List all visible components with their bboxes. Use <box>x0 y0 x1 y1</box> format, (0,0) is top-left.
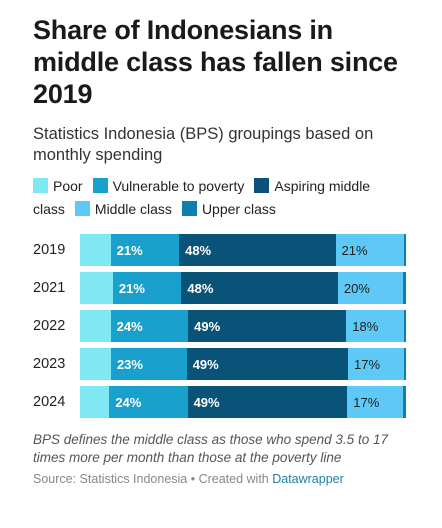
bar-row: 2023 23% 49% 17% <box>33 345 412 383</box>
category-label: 2022 <box>33 318 66 334</box>
bar-segment <box>402 386 406 418</box>
bar-segment <box>404 234 406 266</box>
bar-segment <box>80 272 113 304</box>
data-label: 20% <box>343 280 370 296</box>
legend-item: Aspiring middle class <box>33 178 370 217</box>
data-label: 21% <box>341 242 368 258</box>
stacked-bar: 21% 48% 21% <box>80 234 406 266</box>
bar-segment: 21% <box>335 234 405 266</box>
data-label: 21% <box>116 242 143 258</box>
bar-segment <box>80 234 111 266</box>
bar-segment: 49% <box>187 386 348 418</box>
source-text: Source: Statistics Indonesia • Created w… <box>33 472 273 486</box>
data-label: 48% <box>185 242 212 258</box>
category-label: 2024 <box>33 394 66 410</box>
data-label: 21% <box>118 280 145 296</box>
bar-segment: 23% <box>110 348 187 380</box>
data-label: 49% <box>193 394 220 410</box>
bar-row: 2021 21% 48% 20% <box>33 269 412 307</box>
legend-label: Vulnerable to poverty <box>112 178 245 194</box>
legend-swatch <box>181 201 197 216</box>
bar-segment <box>404 348 406 380</box>
bar-segment: 48% <box>179 234 336 266</box>
bar-row: 2022 24% 49% 18% <box>33 307 412 345</box>
datawrapper-link[interactable]: Datawrapper <box>272 472 344 486</box>
bar-row: 2024 24% 49% 17% <box>33 383 412 421</box>
chart-subtitle: Statistics Indonesia (BPS) groupings bas… <box>33 125 374 164</box>
bar-row: 2019 21% 48% 21% <box>33 231 412 269</box>
source-line: Source: Statistics Indonesia • Created w… <box>33 472 412 486</box>
legend-swatch <box>74 201 90 216</box>
data-label: 24% <box>116 318 143 334</box>
bar-segment: 21% <box>110 234 180 266</box>
data-label: 18% <box>352 318 379 334</box>
data-label: 17% <box>354 356 381 372</box>
legend-label: Poor <box>53 178 83 194</box>
legend-item: Upper class <box>181 201 276 217</box>
legend-item: Middle class <box>74 201 172 217</box>
legend-item: Vulnerable to poverty <box>92 178 245 194</box>
legend-swatch <box>33 178 48 193</box>
stacked-bar: 24% 49% 18% <box>80 310 406 342</box>
stacked-bar: 21% 48% 20% <box>80 272 406 304</box>
data-label: 48% <box>187 280 214 296</box>
bar-rows: 2019 21% 48% 21% 2021 21% 48% 20% 2022 24% 49% 18% 2… <box>33 231 412 421</box>
bar-segment <box>80 310 111 342</box>
stacked-bar: 24% 49% 17% <box>80 386 406 418</box>
stacked-bar: 23% 49% 17% <box>80 348 406 380</box>
bar-segment: 24% <box>109 386 188 418</box>
legend-label: Upper class <box>201 201 276 217</box>
data-label: 24% <box>115 394 142 410</box>
bar-segment: 21% <box>112 272 182 304</box>
bar-segment: 18% <box>346 310 405 342</box>
bar-segment: 17% <box>348 348 404 380</box>
category-label: 2019 <box>33 242 66 258</box>
bar-segment: 20% <box>337 272 404 304</box>
legend-label: Aspiring middle class <box>33 178 371 217</box>
bar-segment: 48% <box>181 272 338 304</box>
data-label: 23% <box>116 356 143 372</box>
chart-legend: Poor Vulnerable to poverty Aspiring middle… <box>33 175 412 221</box>
bar-segment: 24% <box>110 310 189 342</box>
legend-item: Poor <box>33 178 83 194</box>
data-label: 49% <box>192 356 219 372</box>
bar-segment <box>80 348 111 380</box>
legend-swatch <box>92 178 108 193</box>
bar-segment <box>403 272 406 304</box>
data-label: 17% <box>353 394 380 410</box>
category-label: 2021 <box>33 280 66 296</box>
bar-segment <box>404 310 406 342</box>
bar-segment: 17% <box>347 386 403 418</box>
bar-segment: 49% <box>186 348 349 380</box>
bar-segment <box>80 386 110 418</box>
legend-label: Middle class <box>94 201 172 217</box>
bar-segment: 49% <box>188 310 347 342</box>
footnote: BPS defines the middle class as those wh… <box>33 432 388 465</box>
chart-title: Share of Indonesians in middle class has… <box>33 15 398 109</box>
legend-swatch <box>254 178 270 193</box>
category-label: 2023 <box>33 356 66 372</box>
data-label: 49% <box>194 318 221 334</box>
